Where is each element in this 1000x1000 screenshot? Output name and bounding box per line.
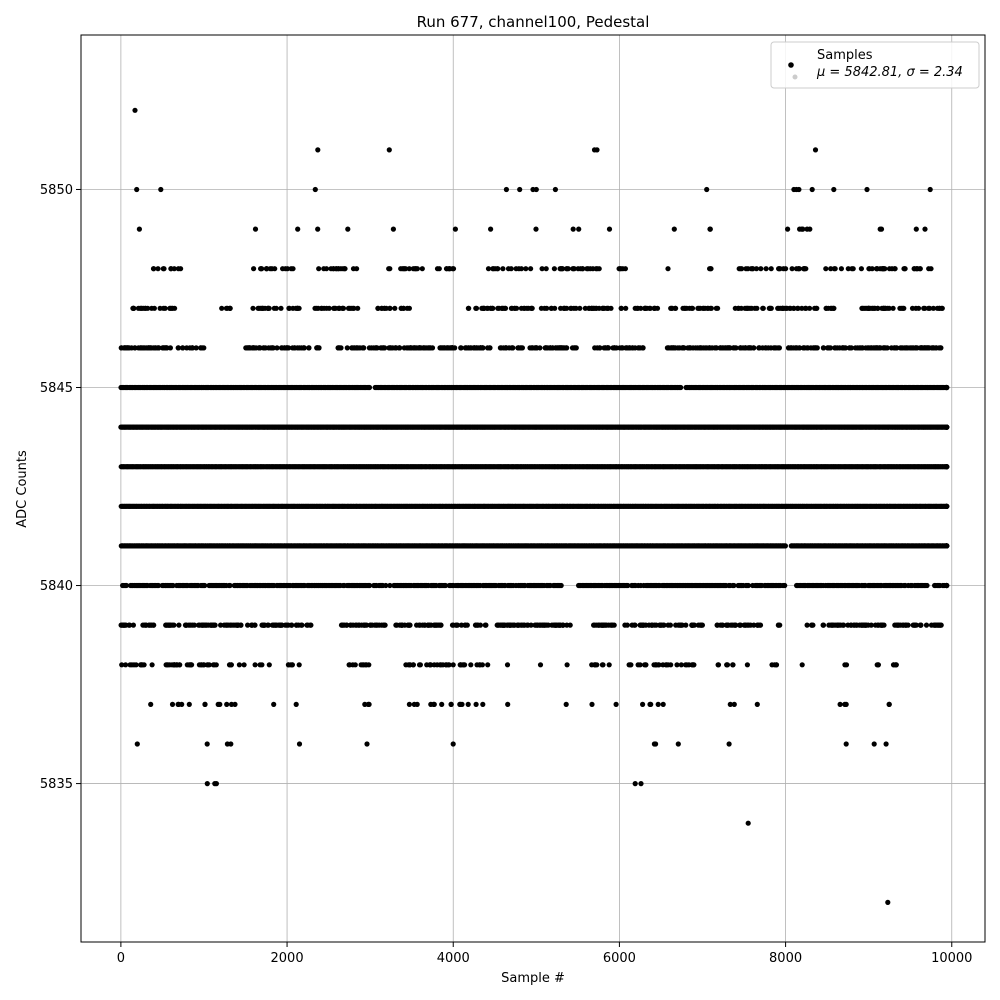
data-point [381,622,387,628]
data-point [368,622,374,628]
data-point [944,424,950,430]
data-point [277,622,284,628]
data-point [745,582,752,589]
data-point [218,622,224,628]
data-point [944,384,950,391]
data-point [252,622,258,628]
data-point [143,622,149,628]
data-points [118,107,950,906]
data-point [123,582,129,589]
data-point [227,582,233,589]
data-point [212,622,218,628]
data-point [782,582,788,589]
data-point [366,384,373,391]
data-point [373,622,379,628]
data-point [944,464,950,470]
data-point [203,622,209,628]
data-point [176,622,182,628]
data-point [944,503,950,509]
data-point [126,622,132,628]
data-point [383,582,389,589]
data-point [282,622,288,628]
data-point [625,582,631,589]
data-point [731,582,737,589]
data-point [271,622,277,628]
data-point [558,582,564,589]
data-point [121,622,127,628]
data-point [293,622,299,628]
data-point [782,543,789,549]
data-point [387,582,393,589]
data-point [678,384,684,391]
data-point [164,622,170,628]
data-point [202,582,208,589]
data-point [442,582,449,589]
data-point [924,582,930,589]
data-point [186,622,192,628]
data-point [944,582,950,589]
data-point [235,622,241,628]
data-point [225,622,231,628]
data-point [155,582,162,589]
data-point [348,622,354,628]
data-point [308,622,314,628]
data-point [288,622,295,628]
data-point [944,543,950,549]
data-point [261,622,267,628]
data-point [356,622,362,628]
data-point [367,582,373,589]
data-point [414,622,420,628]
data-point [170,582,176,589]
data-point [196,622,202,628]
